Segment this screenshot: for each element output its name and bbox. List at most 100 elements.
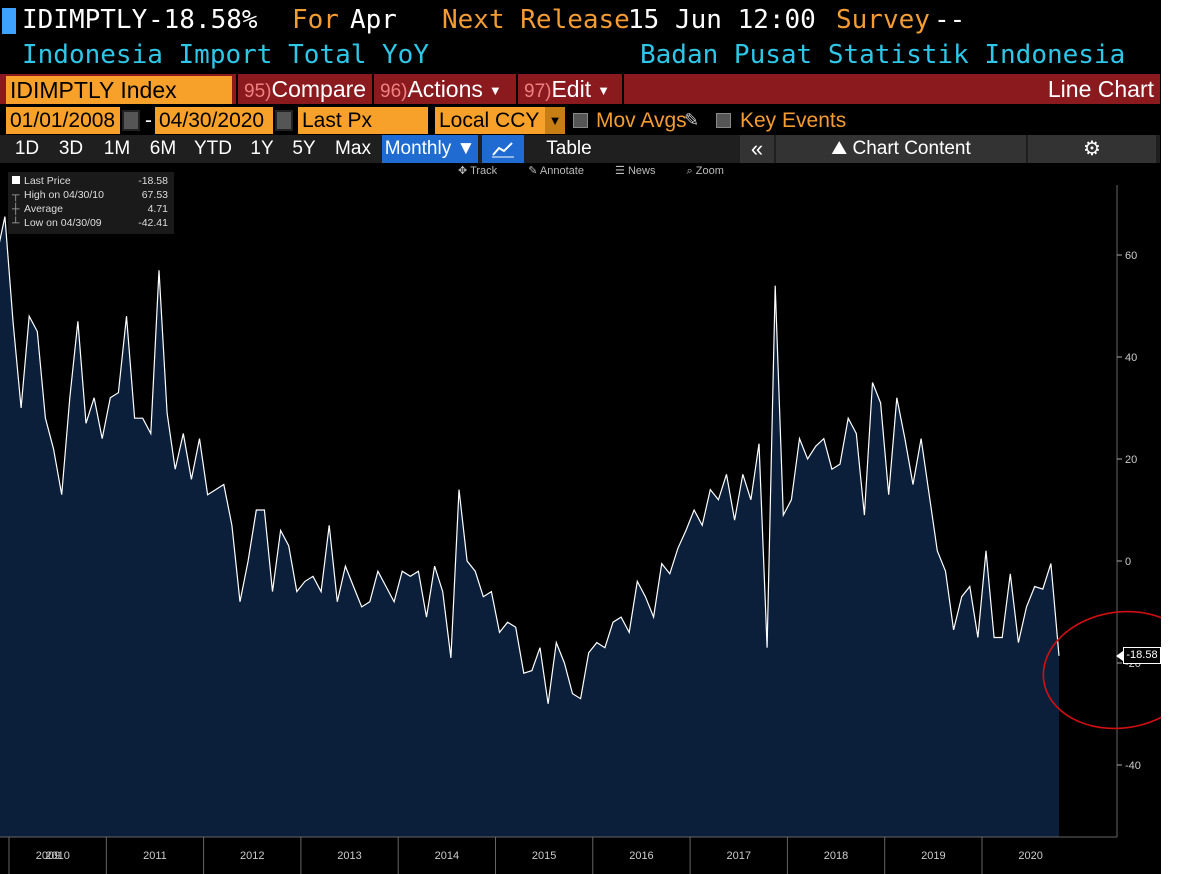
annotate-tool[interactable]: ✎ Annotate xyxy=(528,165,584,177)
y-tick-label: 40 xyxy=(1125,352,1137,364)
chart-mini-tools: ✥ Track ✎ Annotate ☰ News ⌕ Zoom xyxy=(458,164,752,180)
legend-row: Last Price -18.58 xyxy=(12,174,170,188)
chevron-down-icon: ▼ xyxy=(597,82,610,98)
legend-row: ┴ Low on 04/30/09 -42.41 xyxy=(12,216,170,230)
news-label: News xyxy=(627,165,656,177)
x-tick-label: 2016 xyxy=(629,850,653,862)
x-tick-label: 2014 xyxy=(435,850,459,862)
x-tick-label: 2015 xyxy=(532,850,556,862)
x-tick-label: 2012 xyxy=(240,850,264,862)
chevron-down-icon[interactable]: ▼ xyxy=(545,107,565,134)
high-marker-icon: ┬ xyxy=(12,189,20,201)
header-survey-label: Survey xyxy=(836,5,930,35)
edit-number: 97) xyxy=(524,81,552,102)
legend-row: ┼ Average 4.71 xyxy=(12,202,170,216)
table-button[interactable]: Table xyxy=(546,138,592,159)
x-tick-label: 2020 xyxy=(1018,850,1042,862)
range-toolbar: 01/01/2008 - 04/30/2020 Last Px Local CC… xyxy=(0,107,1160,134)
pencil-icon[interactable]: ✎ xyxy=(684,110,700,130)
x-tick-label: 2017 xyxy=(727,850,751,862)
track-tool[interactable]: ✥ Track xyxy=(458,165,498,177)
tab-ytd[interactable]: YTD xyxy=(194,138,232,159)
collapse-icon[interactable]: « xyxy=(750,136,764,161)
start-date-input[interactable]: 01/01/2008 xyxy=(6,107,120,134)
actions-button[interactable]: 96)Actions ▼ xyxy=(372,74,514,104)
frequency-select[interactable]: Monthly ▼ xyxy=(382,135,478,163)
date-separator: - xyxy=(145,109,152,132)
mov-avgs-checkbox[interactable] xyxy=(573,113,588,128)
security-description: Indonesia Import Total YoY xyxy=(22,40,429,70)
toolbar-divider xyxy=(622,74,624,104)
header-next-release-value: 15 Jun 12:00 xyxy=(628,5,816,35)
legend-label: High on 04/30/10 xyxy=(24,189,104,201)
compare-label: Compare xyxy=(271,76,367,102)
calendar-icon[interactable] xyxy=(275,110,293,131)
chevron-down-icon: ▼ xyxy=(488,82,502,98)
x-tick-label: 2011 xyxy=(143,850,167,862)
header-for-value: Apr xyxy=(350,5,397,35)
low-marker-icon: ┴ xyxy=(12,217,20,229)
zoom-label: Zoom xyxy=(695,165,724,177)
legend-value: -18.58 xyxy=(138,175,168,187)
legend-row: ┬ High on 04/30/10 67.53 xyxy=(12,188,170,202)
legend-label: Last Price xyxy=(24,175,71,187)
tab-1m[interactable]: 1M xyxy=(103,138,131,159)
command-toolbar: IDIMPTLY Index 95)Compare 96)Actions ▼ 97… xyxy=(0,74,1160,104)
header-next-release-label: Next Release xyxy=(442,5,630,35)
chart-content-label: Chart Content xyxy=(852,138,971,159)
tab-1y[interactable]: 1Y xyxy=(250,138,274,159)
header-ticker: IDIMPTLY xyxy=(22,5,148,35)
mov-avgs-label: Mov Avgs xyxy=(596,109,687,132)
security-input[interactable]: IDIMPTLY Index xyxy=(6,76,232,104)
compare-button[interactable]: 95)Compare xyxy=(236,74,370,104)
right-margin xyxy=(1161,0,1200,874)
tab-3d[interactable]: 3D xyxy=(58,138,84,159)
header-last-value: -18.58% xyxy=(148,5,258,35)
y-tick-label: 20 xyxy=(1125,454,1137,466)
legend-swatch xyxy=(12,176,20,184)
tab-1d[interactable]: 1D xyxy=(14,138,40,159)
gear-icon[interactable]: ⚙ xyxy=(1083,138,1101,160)
annotate-label: Annotate xyxy=(539,165,584,177)
key-events-checkbox[interactable] xyxy=(716,113,731,128)
legend-value: -42.41 xyxy=(138,217,168,229)
calendar-icon[interactable] xyxy=(122,110,140,131)
x-tick-label: 2019 xyxy=(921,850,945,862)
actions-label: Actions xyxy=(407,76,483,102)
x-tick-label: 2018 xyxy=(824,850,848,862)
series-area xyxy=(0,216,1059,837)
series-line xyxy=(0,216,1060,704)
tab-max[interactable]: Max xyxy=(335,138,371,159)
y-tick-label: 60 xyxy=(1125,250,1137,262)
chart-content-button[interactable]: ⛰ Chart Content xyxy=(776,135,1026,163)
currency-select[interactable]: Local CCY xyxy=(435,107,545,134)
x-grid xyxy=(8,837,983,874)
actions-number: 96) xyxy=(380,81,408,102)
tab-5y[interactable]: 5Y xyxy=(292,138,316,159)
header-survey-value: -- xyxy=(934,5,966,35)
field-select[interactable]: Last Px xyxy=(298,107,428,134)
edit-button[interactable]: 97)Edit ▼ xyxy=(516,74,622,104)
track-label: Track xyxy=(470,165,498,177)
legend-value: 67.53 xyxy=(141,189,168,201)
end-date-input[interactable]: 04/30/2020 xyxy=(155,107,273,134)
legend-value: 4.71 xyxy=(147,203,168,215)
legend-label: Average xyxy=(24,203,63,215)
average-marker-icon: ┼ xyxy=(12,203,20,215)
line-chart-icon[interactable] xyxy=(482,135,524,163)
chart-type-label[interactable]: Line Chart xyxy=(1047,76,1154,102)
x-tick-label: 2010 xyxy=(45,850,69,862)
key-events-label: Key Events xyxy=(740,109,847,132)
tab-6m[interactable]: 6M xyxy=(149,138,177,159)
x-tick-label: 2013 xyxy=(337,850,361,862)
x-tick-label: 2009 xyxy=(36,850,60,862)
compare-number: 95) xyxy=(244,81,272,102)
security-source: Badan Pusat Statistik Indonesia xyxy=(640,40,1126,70)
header-for-label: For xyxy=(292,5,339,35)
news-tool[interactable]: ☰ News xyxy=(615,165,656,177)
zoom-tool[interactable]: ⌕ Zoom xyxy=(686,165,724,177)
security-description-row: Indonesia Import Total YoY Badan Pusat S… xyxy=(0,38,1200,72)
